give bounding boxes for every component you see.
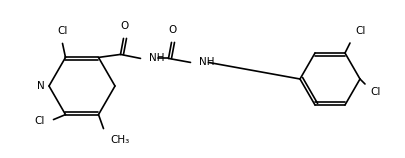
Text: N: N (37, 81, 45, 91)
Text: O: O (168, 25, 176, 35)
Text: Cl: Cl (354, 26, 365, 36)
Text: Cl: Cl (34, 116, 45, 126)
Text: O: O (120, 21, 128, 31)
Text: Cl: Cl (369, 87, 379, 97)
Text: Cl: Cl (57, 26, 68, 36)
Text: CH₃: CH₃ (110, 135, 130, 145)
Text: NH: NH (199, 57, 215, 67)
Text: NH: NH (149, 53, 164, 63)
